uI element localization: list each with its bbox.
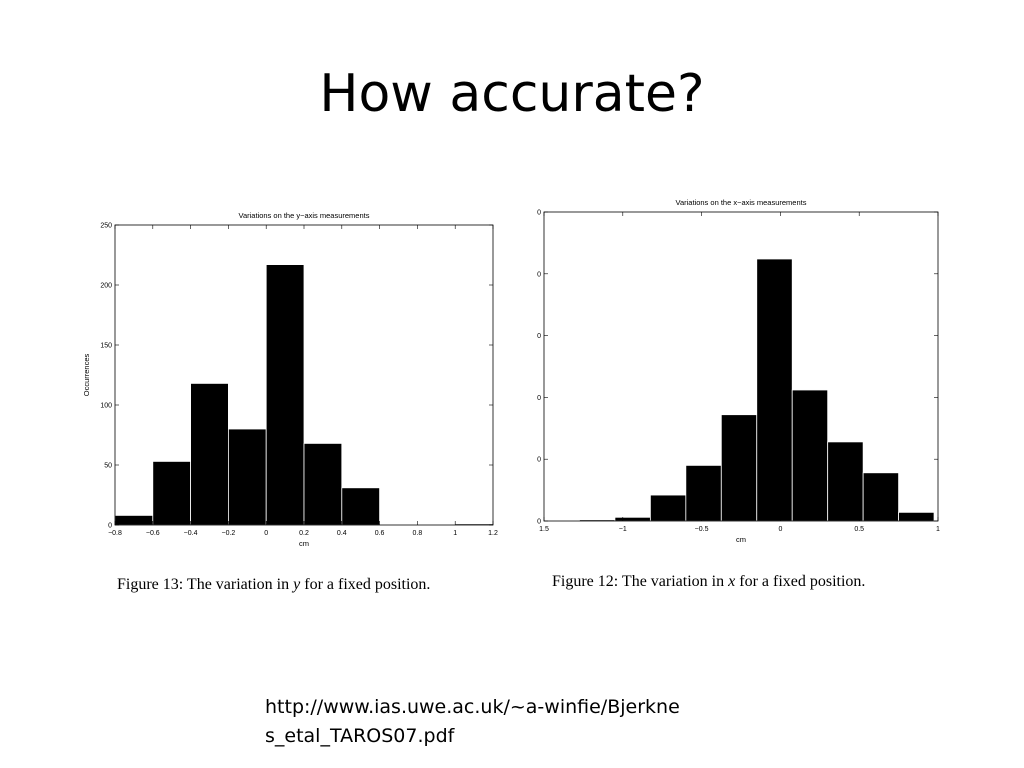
histogram-bar [190,382,229,526]
y-tick-label: 0 [537,519,541,526]
histogram-bar [227,428,267,526]
x-tick-label: 0 [264,530,268,537]
caption-figure-13: Figure 13: The variation in y for a fixe… [117,576,430,594]
x-tick-label: −0.2 [221,530,235,537]
y-tick-label: 0 [537,210,541,217]
histogram-y-axis-chart: Variations on the y−axis measurements −0.… [82,211,498,548]
caption-prefix: Figure 13: The variation in [117,576,294,593]
caption-variable: x [728,573,736,590]
x-tick-label: −0.4 [184,530,198,537]
y-axis-label: Occurrences [82,353,91,396]
histogram-bar [756,258,793,522]
histogram-bar [341,487,380,526]
caption-figure-12: Figure 12: The variation in x for a fixe… [552,573,865,591]
histogram-bar [720,414,758,522]
histogram-bar [791,389,829,522]
x-tick-label: −0.8 [108,530,122,537]
x-tick-label: 1.5 [539,526,549,533]
histogram-bar [614,516,651,522]
caption-variable: y [293,576,301,593]
histogram-bar [685,464,722,522]
x-tick-label: 0.4 [337,530,347,537]
histogram-bar [649,494,687,522]
histogram-bar [152,460,192,526]
x-tick-label: 1 [936,526,940,533]
x-tick-label: 0.2 [299,530,309,537]
y-tick-label: 0 [537,395,541,402]
plot-frame [543,211,939,522]
figure-x-variation: Variations on the x−axis measurements 1.5… [528,193,953,553]
x-tick-label: 1.2 [488,530,498,537]
caption-suffix: for a fixed position. [735,573,866,590]
chart-title: Variations on the y−axis measurements [239,211,370,220]
histogram-bar [862,472,900,522]
histogram-bar [303,442,343,526]
y-tick-label: 200 [100,283,112,290]
histogram-bar [265,264,305,526]
y-tick-label: 0 [537,271,541,278]
y-tick-label: 0 [108,523,112,530]
y-tick-label: 100 [100,403,112,410]
y-tick-label: 150 [100,343,112,350]
y-tick-label: 50 [104,463,112,470]
x-tick-label: 1 [453,530,457,537]
source-link[interactable]: http://www.ias.uwe.ac.uk/~a-winfie/Bjerk… [265,696,680,747]
x-tick-label: 0.5 [854,526,864,533]
x-tick-label: −1 [619,526,627,533]
x-axis-label: cm [299,539,309,548]
chart-title: Variations on the x−axis measurements [676,198,807,207]
x-tick-label: 0.6 [375,530,385,537]
x-axis-label: cm [736,535,746,544]
caption-prefix: Figure 12: The variation in [552,573,729,590]
x-tick-label: −0.5 [695,526,709,533]
x-tick-label: 0 [778,526,782,533]
histogram-bar [898,511,935,522]
x-tick-label: 0.8 [413,530,423,537]
y-tick-label: 0 [537,333,541,340]
figure-y-variation: Variations on the y−axis measurements −0.… [80,206,510,551]
slide-title: How accurate? [319,64,705,124]
histogram-x-axis-chart: Variations on the x−axis measurements 1.5… [537,198,940,544]
histogram-bar [827,441,864,522]
caption-suffix: for a fixed position. [300,576,431,593]
x-tick-label: −0.6 [146,530,160,537]
y-tick-label: 250 [100,223,112,230]
histogram-bar [114,514,154,526]
y-tick-label: 0 [537,457,541,464]
